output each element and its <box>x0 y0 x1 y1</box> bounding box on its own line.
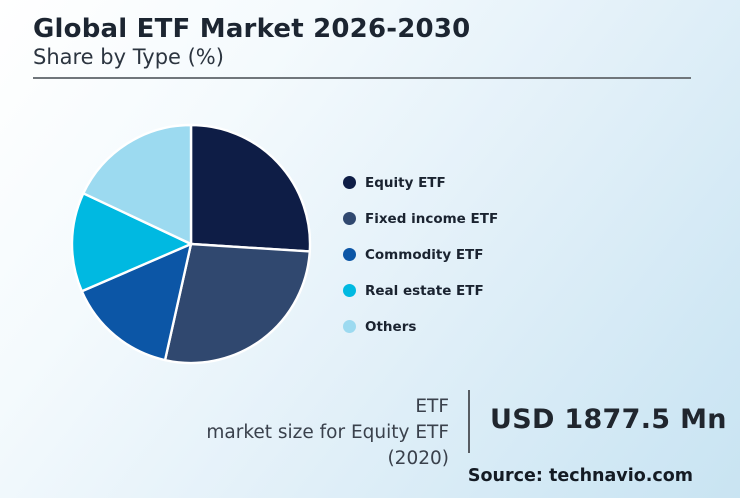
legend-label: Equity ETF <box>365 174 446 191</box>
pie-slice-commodity-etf <box>80 242 193 362</box>
pie-slice-real-estate-etf <box>70 192 193 293</box>
stat-caption: ETF market size for Equity ETF (2020) <box>159 394 449 472</box>
stat-value: USD 1877.5 Mn <box>490 404 727 435</box>
legend-item-commodity-etf: Commodity ETF <box>343 246 498 263</box>
pie-slice-fixed-income-etf <box>163 242 311 365</box>
legend-swatch-real-estate-etf <box>343 284 356 297</box>
legend-item-real-estate-etf: Real estate ETF <box>343 282 498 299</box>
legend-swatch-equity-etf <box>343 176 356 189</box>
legend-swatch-commodity-etf <box>343 248 356 261</box>
page-subtitle: Share by Type (%) <box>33 45 224 69</box>
stat-divider <box>468 390 470 453</box>
legend-item-equity-etf: Equity ETF <box>343 174 498 191</box>
legend-label: Real estate ETF <box>365 282 484 299</box>
legend-swatch-others <box>343 320 356 333</box>
legend-item-fixed-income-etf: Fixed income ETF <box>343 210 499 227</box>
pie-chart <box>70 123 312 365</box>
legend-label: Fixed income ETF <box>365 210 499 227</box>
legend-label: Commodity ETF <box>365 246 484 263</box>
header-divider <box>33 77 691 79</box>
page-title: Global ETF Market 2026-2030 <box>33 14 471 44</box>
source-credit: Source: technavio.com <box>467 466 693 486</box>
stat-caption-line1: ETF <box>415 396 449 417</box>
pie-slice-equity-etf <box>189 123 312 253</box>
chart-legend: Equity ETF Fixed income ETF Commodity ET… <box>343 174 499 356</box>
legend-swatch-fixed-income-etf <box>343 212 356 225</box>
legend-label: Others <box>365 318 417 335</box>
stat-caption-line2: market size for Equity ETF (2020) <box>206 422 449 469</box>
pie-slice-others <box>82 123 193 246</box>
legend-item-others: Others <box>343 318 498 335</box>
